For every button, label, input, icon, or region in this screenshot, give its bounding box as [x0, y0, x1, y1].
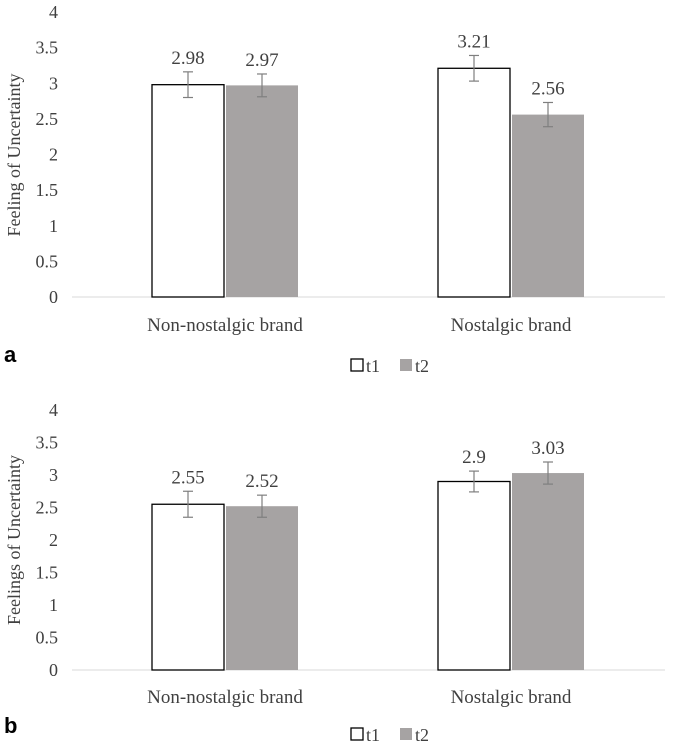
chart-panel-b: 0 0.5 1 1.5 2 2.5 3 3.5 4 Feelings of Uncertainty…	[4, 400, 665, 745]
y-tick-label: 2	[49, 530, 58, 550]
legend-label-t2: t2	[415, 725, 429, 745]
data-label: 3.03	[531, 438, 564, 459]
y-tick-label: 3.5	[36, 433, 59, 453]
legend-swatch-t1	[350, 727, 364, 741]
x-category-label: Nostalgic brand	[451, 315, 572, 336]
x-category-label: Non-nostalgic brand	[147, 687, 303, 708]
y-tick-label: 2.5	[36, 498, 59, 518]
data-label: 2.97	[245, 50, 278, 71]
y-tick-label: 0.5	[36, 251, 59, 271]
data-label: 3.21	[457, 31, 490, 52]
bar-t1	[437, 480, 511, 671]
y-tick-label: 4	[49, 2, 58, 22]
y-tick-label: 3	[49, 465, 58, 485]
data-label: 2.52	[245, 471, 278, 492]
bar-t2	[226, 85, 298, 297]
legend-swatch-t2	[400, 728, 412, 740]
bar-t2	[226, 506, 298, 670]
data-label: 2.55	[171, 467, 204, 488]
y-tick-label: 1.5	[36, 563, 59, 583]
y-tick-label: 0	[49, 660, 58, 680]
y-tick-label: 1.5	[36, 180, 59, 200]
y-tick-label: 2.5	[36, 109, 59, 129]
y-tick-label: 4	[49, 400, 58, 420]
y-tick-label: 1	[49, 216, 58, 236]
y-axis-label: Feeling of Uncertainty	[4, 74, 24, 237]
legend-swatch-t2	[400, 359, 412, 371]
y-tick-label: 0	[49, 287, 58, 307]
y-tick-label: 3	[49, 73, 58, 93]
legend-label-t1: t1	[366, 356, 380, 376]
y-axis-label: Feelings of Uncertainty	[4, 455, 24, 625]
y-tick-label: 2	[49, 145, 58, 165]
bar-t2	[512, 473, 584, 670]
data-label: 2.56	[531, 78, 564, 99]
y-tick-label: 1	[49, 595, 58, 615]
bar-t1	[151, 84, 225, 298]
data-label: 2.98	[171, 48, 204, 69]
bar-t2	[512, 114, 584, 297]
y-tick-label: 0.5	[36, 628, 59, 648]
bar-t1	[437, 67, 511, 298]
panel-label: b	[4, 713, 17, 738]
chart-panel-a: 0 0.5 1 1.5 2 2.5 3 3.5 4 Feeling of Uncertainty 2…	[4, 2, 665, 376]
data-label: 2.9	[462, 447, 486, 468]
legend-swatch-t1	[350, 358, 364, 372]
x-category-label: Nostalgic brand	[451, 687, 572, 708]
y-tick-label: 3.5	[36, 38, 59, 58]
panel-label: a	[4, 342, 17, 367]
legend-label-t2: t2	[415, 356, 429, 376]
x-category-label: Non-nostalgic brand	[147, 315, 303, 336]
legend-label-t1: t1	[366, 725, 380, 745]
bar-t1	[151, 503, 225, 671]
